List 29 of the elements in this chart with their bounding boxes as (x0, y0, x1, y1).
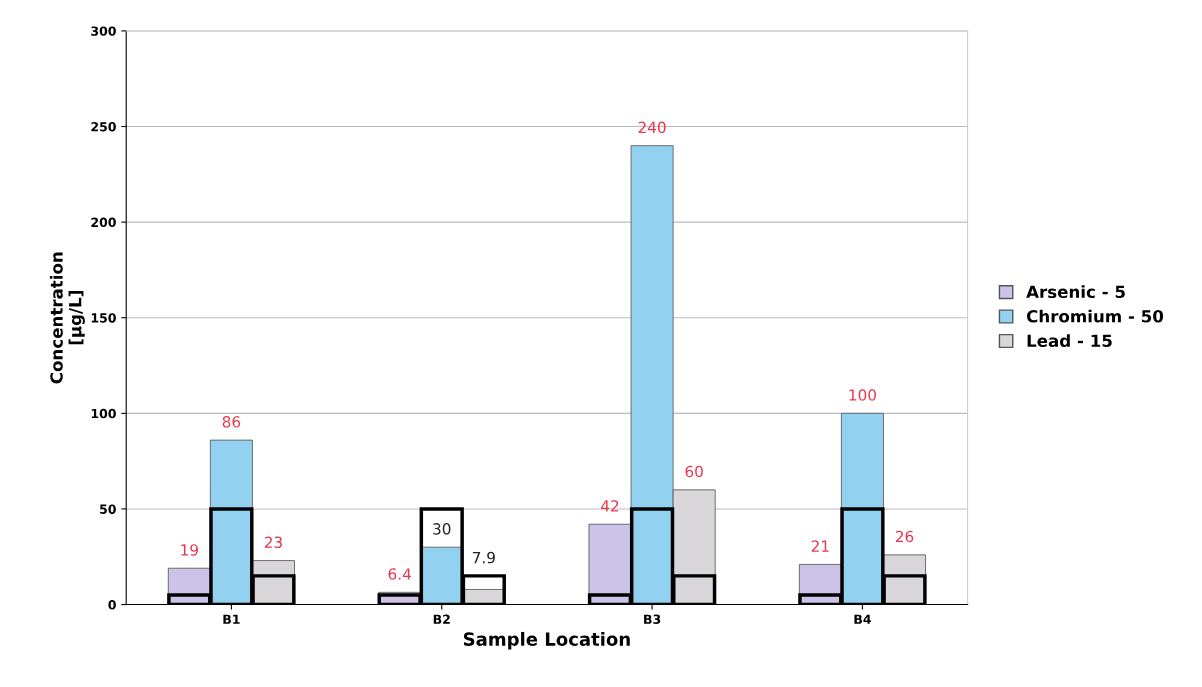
data-label: 42 (601, 500, 619, 512)
y-tick-label: 0 (108, 600, 116, 610)
legend-label: Lead - 15 (1027, 334, 1112, 348)
y-tick-label: 50 (100, 504, 116, 514)
data-label: 86 (222, 416, 241, 428)
x-tick-label: B4 (854, 614, 871, 624)
x-tick-label: B3 (644, 614, 661, 624)
data-label: 7.9 (472, 551, 495, 564)
data-label: 6.4 (388, 568, 411, 580)
data-label: 60 (685, 465, 703, 478)
y-tick-label: 300 (91, 26, 116, 36)
legend-label: Chromium - 50 (1026, 309, 1164, 323)
y-tick-label: 200 (91, 217, 116, 228)
data-label: 30 (433, 523, 451, 535)
data-label: 21 (811, 540, 829, 552)
x-tick-label: B1 (223, 614, 240, 624)
legend-label: Arsenic - 5 (1026, 285, 1125, 299)
y-tick-label: 150 (91, 313, 116, 323)
data-label: 100 (849, 389, 876, 401)
y-tick-label: 250 (91, 121, 116, 132)
y-axis-title: Concentration [µg/L] (49, 252, 85, 384)
data-label: 23 (264, 536, 282, 549)
data-label: 19 (181, 544, 198, 556)
x-tick-label: B2 (433, 614, 450, 624)
bar (840, 412, 884, 605)
data-label: 240 (638, 121, 666, 134)
data-label: 26 (895, 530, 914, 543)
y-tick-label: 100 (91, 408, 116, 419)
x-axis-title: Sample Location (463, 631, 630, 650)
